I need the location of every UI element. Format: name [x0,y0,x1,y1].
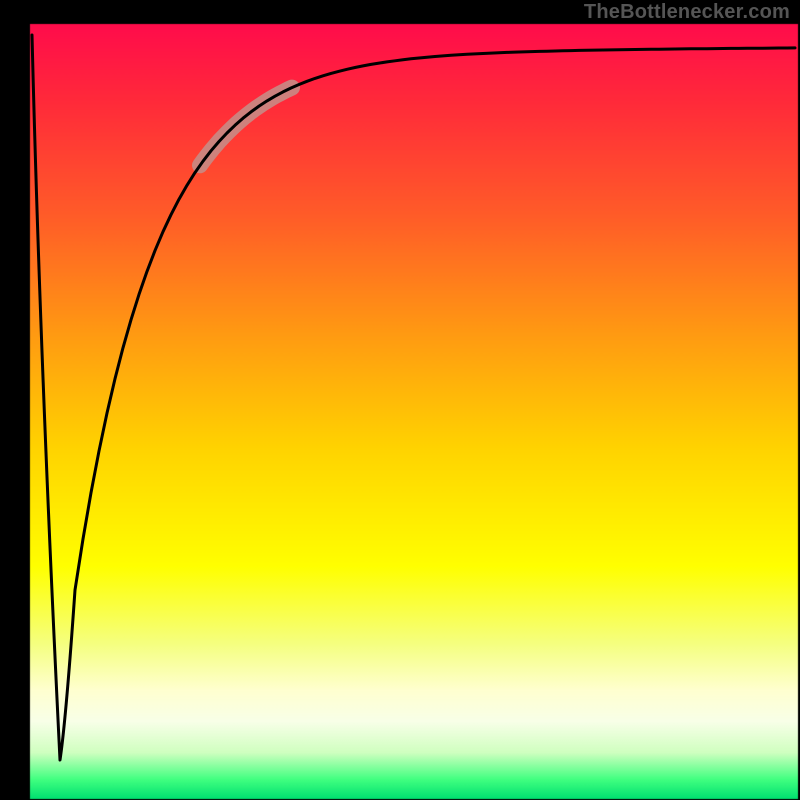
chart-root: TheBottlenecker.com [0,0,800,800]
gradient-plot-area [0,0,800,800]
